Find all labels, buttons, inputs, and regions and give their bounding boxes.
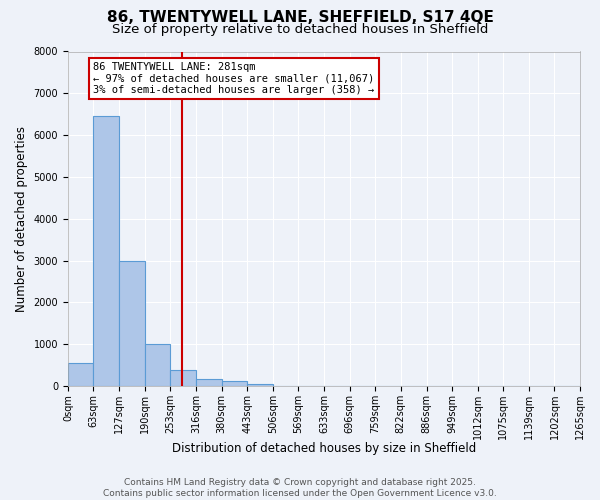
Bar: [222, 382, 247, 386]
Text: 86 TWENTYWELL LANE: 281sqm
← 97% of detached houses are smaller (11,067)
3% of s: 86 TWENTYWELL LANE: 281sqm ← 97% of deta…: [94, 62, 374, 95]
Bar: [145, 344, 170, 386]
Bar: [170, 370, 196, 386]
Text: Contains HM Land Registry data © Crown copyright and database right 2025.
Contai: Contains HM Land Registry data © Crown c…: [103, 478, 497, 498]
Bar: [247, 384, 273, 386]
Text: 86, TWENTYWELL LANE, SHEFFIELD, S17 4QE: 86, TWENTYWELL LANE, SHEFFIELD, S17 4QE: [107, 10, 493, 25]
Bar: [68, 363, 94, 386]
Y-axis label: Number of detached properties: Number of detached properties: [15, 126, 28, 312]
Text: Size of property relative to detached houses in Sheffield: Size of property relative to detached ho…: [112, 22, 488, 36]
Bar: [196, 378, 222, 386]
Bar: [94, 116, 119, 386]
Bar: [119, 260, 145, 386]
X-axis label: Distribution of detached houses by size in Sheffield: Distribution of detached houses by size …: [172, 442, 476, 455]
